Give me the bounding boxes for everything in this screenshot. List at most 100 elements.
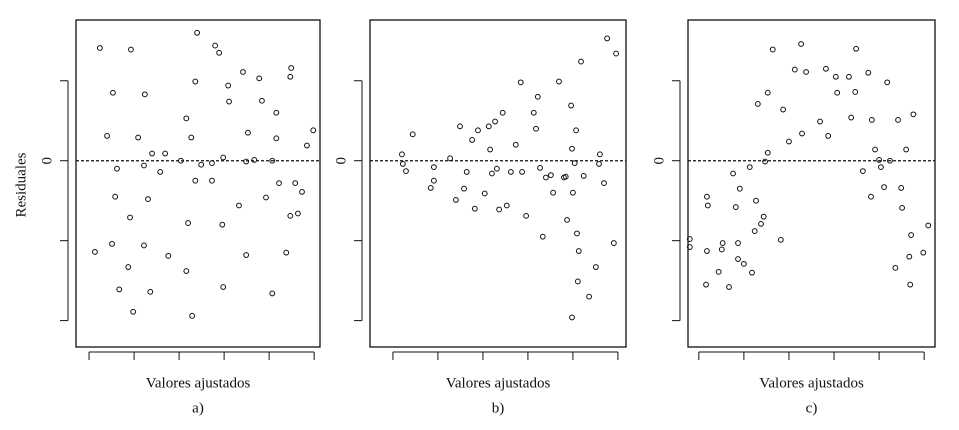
point	[499, 109, 506, 116]
point	[798, 41, 805, 47]
point	[220, 284, 227, 290]
point	[147, 288, 154, 295]
x-axis-title: Valores ajustados	[759, 375, 864, 391]
point	[269, 157, 276, 164]
point	[219, 221, 226, 228]
point	[481, 190, 488, 197]
point	[825, 133, 832, 139]
point	[104, 133, 110, 139]
point	[859, 168, 866, 175]
point	[537, 165, 543, 171]
point	[533, 125, 539, 132]
point	[243, 158, 250, 165]
point	[718, 246, 725, 253]
point	[803, 69, 809, 75]
point	[753, 197, 759, 204]
x-axis-title: Valores ajustados	[446, 375, 551, 391]
point	[760, 213, 767, 220]
point	[457, 123, 463, 130]
point	[461, 185, 467, 192]
point	[876, 157, 883, 163]
point	[399, 161, 406, 167]
point	[430, 177, 437, 184]
point	[185, 220, 191, 226]
point	[245, 129, 251, 136]
point	[543, 174, 549, 181]
point	[704, 202, 711, 209]
point	[898, 184, 905, 191]
point	[177, 157, 184, 164]
point	[485, 123, 492, 130]
point	[604, 35, 611, 42]
point	[920, 249, 927, 256]
point	[399, 151, 405, 158]
point	[562, 173, 569, 180]
point	[823, 65, 829, 72]
point	[189, 312, 196, 319]
point	[403, 168, 409, 175]
point	[487, 146, 494, 153]
point	[162, 150, 169, 157]
point	[754, 101, 761, 107]
point	[746, 164, 753, 171]
point	[409, 131, 416, 138]
point	[198, 161, 205, 168]
point	[165, 252, 172, 259]
point	[192, 177, 199, 184]
point	[899, 204, 905, 211]
point	[735, 240, 741, 246]
point	[895, 117, 901, 123]
point	[580, 173, 587, 179]
point	[777, 236, 784, 243]
point	[910, 111, 917, 118]
point	[212, 42, 219, 49]
point	[503, 202, 510, 209]
point	[273, 135, 280, 142]
point	[276, 180, 282, 187]
panel-caption: b)	[492, 400, 505, 416]
point	[564, 216, 570, 223]
point	[569, 145, 575, 152]
point	[216, 49, 223, 56]
point	[125, 264, 132, 270]
y-axis-title: Residuales	[13, 152, 29, 217]
point	[209, 160, 215, 167]
y-tick-label: 0	[39, 157, 55, 165]
point	[556, 78, 562, 85]
panel-caption: a)	[192, 400, 204, 416]
point	[878, 164, 884, 171]
point	[832, 73, 839, 80]
point	[283, 249, 290, 256]
plot-frame	[369, 19, 627, 348]
point	[764, 89, 771, 96]
point	[263, 194, 269, 201]
point	[730, 170, 736, 177]
point	[613, 50, 620, 57]
point	[427, 184, 434, 191]
point	[523, 212, 530, 219]
point	[240, 69, 246, 75]
point	[596, 161, 602, 167]
point	[287, 212, 294, 219]
point	[852, 89, 859, 95]
point	[906, 253, 913, 260]
point	[791, 66, 798, 73]
panel-caption: c)	[806, 400, 818, 416]
point	[512, 141, 519, 148]
point	[740, 260, 747, 267]
point	[288, 65, 295, 71]
point	[299, 188, 305, 195]
point	[209, 177, 215, 184]
point	[732, 204, 739, 210]
point	[868, 193, 874, 200]
point	[881, 184, 887, 190]
point	[834, 89, 841, 96]
point	[703, 281, 709, 288]
point	[251, 157, 258, 163]
point	[507, 169, 514, 175]
point	[601, 180, 607, 187]
point	[183, 268, 190, 274]
point	[287, 73, 294, 80]
x-axis-title: Valores ajustados	[146, 375, 251, 391]
